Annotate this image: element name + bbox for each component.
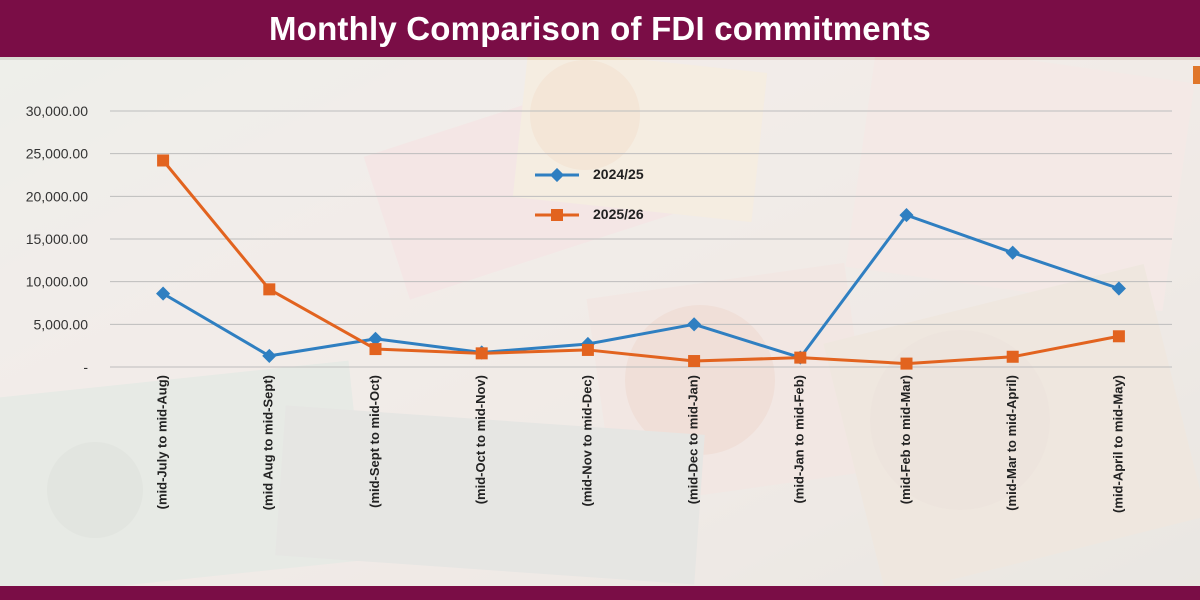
data-point-2025-26 <box>581 343 594 356</box>
page-title: Monthly Comparison of FDI commitments <box>269 9 931 47</box>
legend-item-2024-25: 2024/25 <box>535 162 695 202</box>
x-tick-label: (mid Aug to mid-Sept) <box>261 375 276 510</box>
series-line-2024-25 <box>162 213 1120 360</box>
x-tick-label: (mid-Oct to mid-Nov) <box>473 375 488 504</box>
data-point-2025-26 <box>900 357 913 370</box>
data-point-2025-26 <box>1112 330 1125 343</box>
y-tick-label: - <box>83 359 88 375</box>
data-point-2024-25 <box>687 317 702 332</box>
x-tick-label: (mid-Nov to mid-Dec) <box>579 375 594 506</box>
y-tick-label: 25,000.00 <box>26 146 88 162</box>
legend-item-2025-26: 2025/26 <box>535 202 695 242</box>
data-point-2024-25 <box>368 331 383 346</box>
data-point-2025-26 <box>157 154 170 167</box>
y-tick-label: 5,000.00 <box>34 316 89 332</box>
x-tick-label: (mid-Mar to mid-April) <box>1004 375 1019 511</box>
data-point-2024-25 <box>156 286 171 301</box>
series-line-2025-26 <box>161 159 1120 366</box>
y-tick-label: 15,000.00 <box>26 231 88 247</box>
data-point-2025-26 <box>1006 350 1019 363</box>
data-point-2025-26 <box>688 355 701 368</box>
chart-legend: 2024/25 2025/26 <box>535 162 695 242</box>
data-point-2024-25 <box>262 348 277 363</box>
side-tab <box>1193 66 1200 84</box>
data-point-2024-25 <box>1005 245 1020 260</box>
x-tick-label: (mid-April to mid-May) <box>1110 375 1125 513</box>
bottom-bar <box>0 586 1200 600</box>
x-tick-label: (mid-Sept to mid-Oct) <box>367 375 382 508</box>
y-tick-label: 20,000.00 <box>26 188 88 204</box>
data-point-2024-25 <box>899 208 914 223</box>
x-tick-label: (mid-Jan to mid-Feb) <box>792 375 807 504</box>
line-chart: - 5,000.00 10,000.00 15,000.00 20,000.00 25,0… <box>26 103 1172 513</box>
data-point-2024-25 <box>1111 281 1126 296</box>
x-tick-label: (mid-Dec to mid-Jan) <box>686 375 701 504</box>
data-point-2025-26 <box>794 351 807 364</box>
data-point-2025-26 <box>263 283 276 296</box>
x-tick-label: (mid-July to mid-Aug) <box>155 375 170 509</box>
x-tick-label: (mid-Feb to mid-Mar) <box>898 375 913 504</box>
y-tick-label: 10,000.00 <box>26 274 88 290</box>
legend-swatch-2025-26 <box>535 209 579 221</box>
legend-swatch-2024-25 <box>535 168 579 182</box>
legend-label-2025-26: 2025/26 <box>593 206 644 222</box>
y-tick-label: 30,000.00 <box>26 103 88 119</box>
data-point-2025-26 <box>369 343 382 356</box>
data-point-2025-26 <box>475 347 488 360</box>
title-banner: Monthly Comparison of FDI commitments <box>0 0 1200 57</box>
legend-label-2024-25: 2024/25 <box>593 166 644 182</box>
